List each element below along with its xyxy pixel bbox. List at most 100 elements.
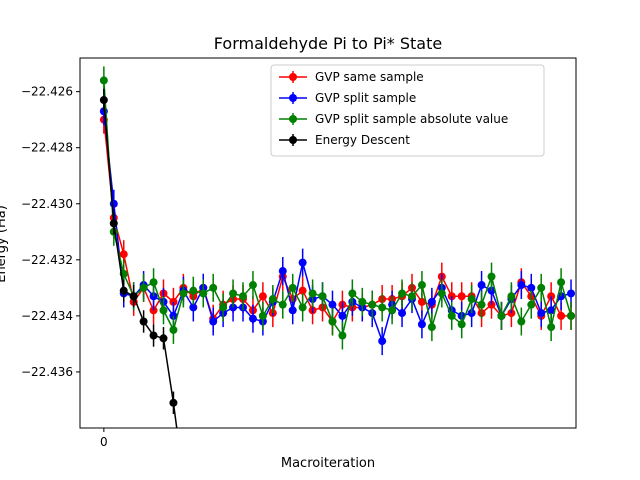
- data-point: [288, 283, 297, 292]
- y-tick-label: −22.434: [21, 309, 73, 323]
- data-point: [467, 295, 476, 304]
- data-point: [517, 317, 526, 326]
- plot-frame: [79, 57, 577, 429]
- y-tick-label: −22.432: [21, 253, 73, 267]
- data-point: [298, 303, 307, 312]
- data-point: [437, 289, 446, 298]
- data-point: [547, 323, 556, 332]
- data-point: [159, 306, 168, 315]
- data-point: [398, 309, 407, 318]
- plot-area: [99, 66, 576, 428]
- data-point: [527, 300, 536, 309]
- data-point: [368, 300, 377, 309]
- data-point: [278, 267, 287, 276]
- data-point: [477, 300, 486, 309]
- data-point: [129, 292, 138, 301]
- data-point: [457, 320, 466, 329]
- data-point: [447, 311, 456, 320]
- data-point: [99, 76, 108, 85]
- data-point: [328, 300, 337, 309]
- data-point: [189, 286, 198, 295]
- data-point: [318, 292, 327, 301]
- data-point: [149, 278, 158, 287]
- legend-label: GVP split sample absolute value: [315, 112, 508, 126]
- data-point: [557, 278, 566, 287]
- data-point: [417, 281, 426, 290]
- data-point: [109, 219, 118, 228]
- data-point: [507, 292, 516, 301]
- data-point: [229, 289, 238, 298]
- y-tick-label: −22.436: [21, 365, 73, 379]
- data-point: [239, 292, 248, 301]
- data-point: [557, 311, 566, 320]
- y-tick-label: −22.428: [21, 141, 73, 155]
- data-point: [139, 317, 148, 326]
- data-point: [338, 331, 347, 340]
- data-point: [388, 306, 397, 315]
- data-point: [258, 311, 267, 320]
- data-point: [567, 289, 576, 298]
- data-point: [477, 281, 486, 290]
- data-point: [497, 311, 506, 320]
- data-point: [179, 289, 188, 298]
- data-point: [417, 320, 426, 329]
- data-point: [358, 297, 367, 306]
- data-point: [417, 297, 426, 306]
- x-axis-label: Macroiteration: [281, 456, 375, 471]
- data-point: [298, 258, 307, 267]
- legend-item: GVP split sample absolute value: [279, 112, 508, 126]
- data-point: [268, 295, 277, 304]
- data-point: [517, 281, 526, 290]
- y-tick-label: −22.430: [21, 197, 73, 211]
- legend-marker: [289, 136, 297, 144]
- data-point: [189, 303, 198, 312]
- legend-label: GVP same sample: [315, 70, 424, 84]
- data-point: [547, 306, 556, 315]
- data-point: [537, 283, 546, 292]
- data-point: [169, 325, 178, 334]
- data-point: [308, 289, 317, 298]
- data-point: [258, 292, 267, 301]
- x-tick-label: 0: [100, 435, 108, 449]
- axis-ticks: 0 −22.426 −22.428 −22.430 −22.432 −22.434 −22.…: [21, 85, 108, 449]
- series-2: [99, 66, 576, 350]
- data-point: [248, 314, 257, 323]
- legend-label: Energy Descent: [315, 133, 410, 147]
- data-point: [527, 283, 536, 292]
- legend: GVP same sample GVP split sample GVP split…: [270, 64, 545, 157]
- chart-title: Formaldehyde Pi to Pi* State: [214, 34, 442, 53]
- data-point: [119, 250, 128, 259]
- legend-item: Energy Descent: [279, 133, 410, 147]
- data-point: [199, 289, 208, 298]
- data-point: [248, 281, 257, 290]
- data-point: [159, 334, 168, 343]
- data-point: [288, 306, 297, 315]
- data-point: [209, 283, 218, 292]
- data-point: [378, 303, 387, 312]
- data-point: [487, 272, 496, 281]
- data-point: [298, 286, 307, 295]
- data-point: [407, 292, 416, 301]
- data-point: [149, 331, 158, 340]
- y-axis-label: Energy (Ha): [0, 205, 9, 283]
- data-point: [139, 283, 148, 292]
- data-point: [338, 311, 347, 320]
- legend-marker: [289, 94, 297, 102]
- data-point: [328, 317, 337, 326]
- legend-label: GVP split sample: [315, 91, 416, 105]
- data-point: [278, 300, 287, 309]
- data-point: [348, 289, 357, 298]
- data-point: [567, 311, 576, 320]
- data-point: [457, 292, 466, 301]
- data-point: [209, 317, 218, 326]
- y-tick-label: −22.426: [21, 85, 73, 99]
- legend-item: GVP split sample: [279, 91, 416, 105]
- data-point: [99, 96, 108, 105]
- data-point: [398, 289, 407, 298]
- data-point: [119, 286, 128, 295]
- data-point: [109, 199, 118, 208]
- legend-marker: [289, 73, 297, 81]
- legend-item: GVP same sample: [279, 70, 424, 84]
- series-3: [99, 88, 178, 428]
